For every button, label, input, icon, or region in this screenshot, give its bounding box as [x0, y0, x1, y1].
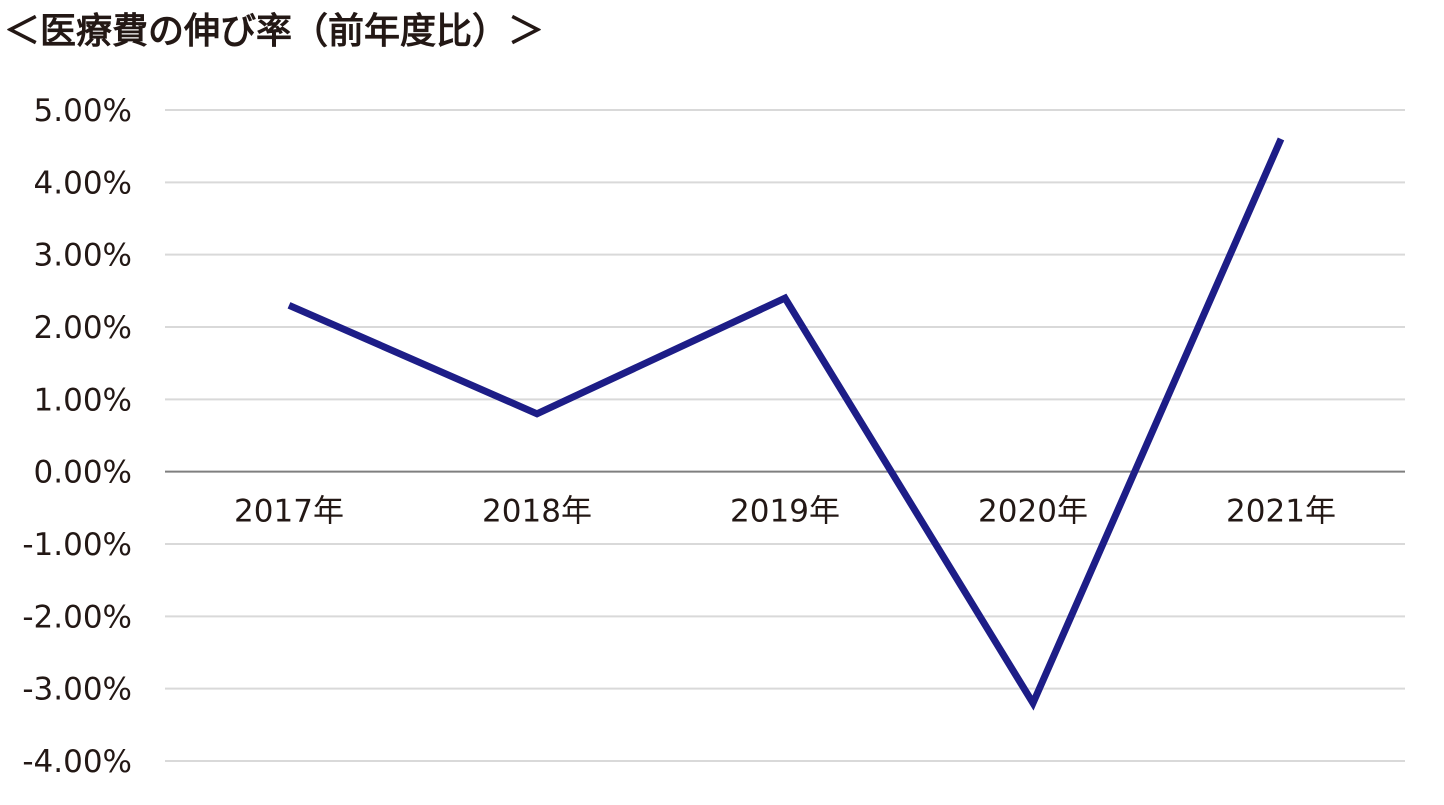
- x-category-label: 2017年: [234, 494, 344, 530]
- y-tick-label: 4.00%: [34, 165, 132, 201]
- y-tick-label: 3.00%: [34, 238, 132, 274]
- chart-title: ＜医療費の伸び率（前年度比）＞: [4, 11, 545, 52]
- y-tick-label: 1.00%: [34, 382, 132, 418]
- y-tick-label: 0.00%: [34, 455, 132, 491]
- x-category-label: 2019年: [730, 494, 840, 530]
- x-category-label: 2020年: [978, 494, 1088, 530]
- y-tick-label: -4.00%: [22, 744, 132, 780]
- y-tick-label: -1.00%: [22, 527, 132, 563]
- y-tick-label: -3.00%: [22, 672, 132, 708]
- y-tick-label: 5.00%: [34, 93, 132, 129]
- y-tick-label: 2.00%: [34, 310, 132, 346]
- y-tick-label: -2.00%: [22, 599, 132, 635]
- x-category-label: 2018年: [482, 494, 592, 530]
- series-line: [287, 137, 1285, 711]
- x-category-label: 2021年: [1226, 494, 1336, 530]
